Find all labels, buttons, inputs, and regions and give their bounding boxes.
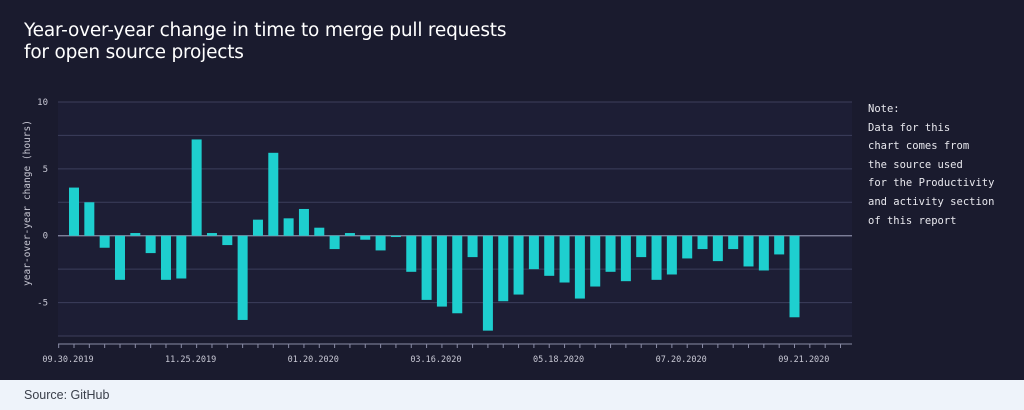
- note-line: Data for this: [868, 121, 951, 134]
- bar: [252, 219, 263, 236]
- bar: [498, 235, 509, 302]
- bar: [160, 235, 171, 280]
- y-tick-label: 5: [43, 165, 48, 175]
- bar: [544, 235, 555, 276]
- bar: [574, 235, 585, 299]
- y-tick-labels: 10 5 0 -5: [37, 98, 48, 309]
- bar: [176, 235, 187, 279]
- bar: [728, 235, 739, 250]
- bar: [605, 235, 616, 272]
- note-line: for the Productivity: [868, 177, 995, 190]
- bar: [84, 202, 95, 236]
- y-axis-label: year-over-year change (hours): [22, 120, 33, 286]
- note-line: Note:: [868, 103, 900, 115]
- bar: [666, 235, 677, 275]
- bar: [329, 235, 340, 250]
- footer-bar: Source: GitHub: [0, 380, 1024, 410]
- x-tick-label: 01.20.2020: [288, 355, 339, 365]
- bar: [237, 235, 248, 320]
- bar: [145, 235, 156, 254]
- y-tick-label: 0: [43, 232, 48, 242]
- note-panel: Note: Data for this chart comes from the…: [868, 100, 994, 230]
- note-line: of this report: [868, 214, 957, 227]
- bar: [191, 139, 202, 236]
- bar: [482, 235, 493, 331]
- chart-title-line2: for open source projects: [24, 42, 244, 63]
- x-tick-label: 09.21.2020: [778, 355, 829, 365]
- x-tick-label: 09.30.2019: [42, 355, 93, 365]
- bar: [620, 235, 631, 282]
- bar: [712, 235, 723, 262]
- bar: [222, 235, 233, 246]
- note-line: and activity section: [868, 195, 995, 208]
- y-tick-label: 10: [37, 98, 48, 108]
- bar-chart: 10 5 0 -5 09.30.2019 11.25.2019 01.20.2020 03.…: [22, 98, 852, 365]
- x-tick-label: 03.16.2020: [410, 355, 461, 365]
- bar: [452, 235, 463, 314]
- bar: [513, 235, 524, 295]
- bar: [436, 235, 447, 307]
- note-line: chart comes from: [868, 140, 970, 153]
- bar: [406, 235, 417, 272]
- note-line: the source used: [868, 158, 963, 171]
- bar: [130, 233, 141, 236]
- source-label: Source: GitHub: [24, 388, 110, 402]
- x-tick-label: 07.20.2020: [656, 355, 707, 365]
- bar: [360, 235, 371, 240]
- bar: [114, 235, 125, 280]
- bar: [590, 235, 601, 287]
- bar: [298, 208, 309, 236]
- bar: [743, 235, 754, 267]
- bar: [636, 235, 647, 258]
- bar: [789, 235, 800, 318]
- bar: [69, 187, 79, 236]
- bar: [268, 152, 279, 236]
- bar: [390, 235, 401, 238]
- chart-title: Year-over-year change in time to merge p…: [24, 20, 507, 64]
- chart-title-line1: Year-over-year change in time to merge p…: [24, 20, 507, 41]
- bar: [206, 233, 217, 236]
- x-tick-label: 05.18.2020: [533, 355, 584, 365]
- bar: [99, 235, 110, 248]
- x-tick-label: 11.25.2019: [165, 355, 216, 365]
- bar: [651, 235, 662, 280]
- bar: [682, 235, 693, 259]
- x-axis: 09.30.2019 11.25.2019 01.20.2020 03.16.2020…: [42, 343, 852, 365]
- bar: [314, 227, 325, 236]
- bar: [344, 233, 355, 236]
- bar: [467, 235, 478, 258]
- bar: [774, 235, 785, 255]
- y-tick-label: -5: [37, 299, 48, 309]
- bar: [421, 235, 432, 300]
- bar: [528, 235, 539, 270]
- bar: [283, 218, 294, 236]
- bar: [758, 235, 769, 271]
- bar: [375, 235, 386, 251]
- bar: [559, 235, 570, 283]
- bars: [69, 139, 800, 331]
- bar: [697, 235, 708, 250]
